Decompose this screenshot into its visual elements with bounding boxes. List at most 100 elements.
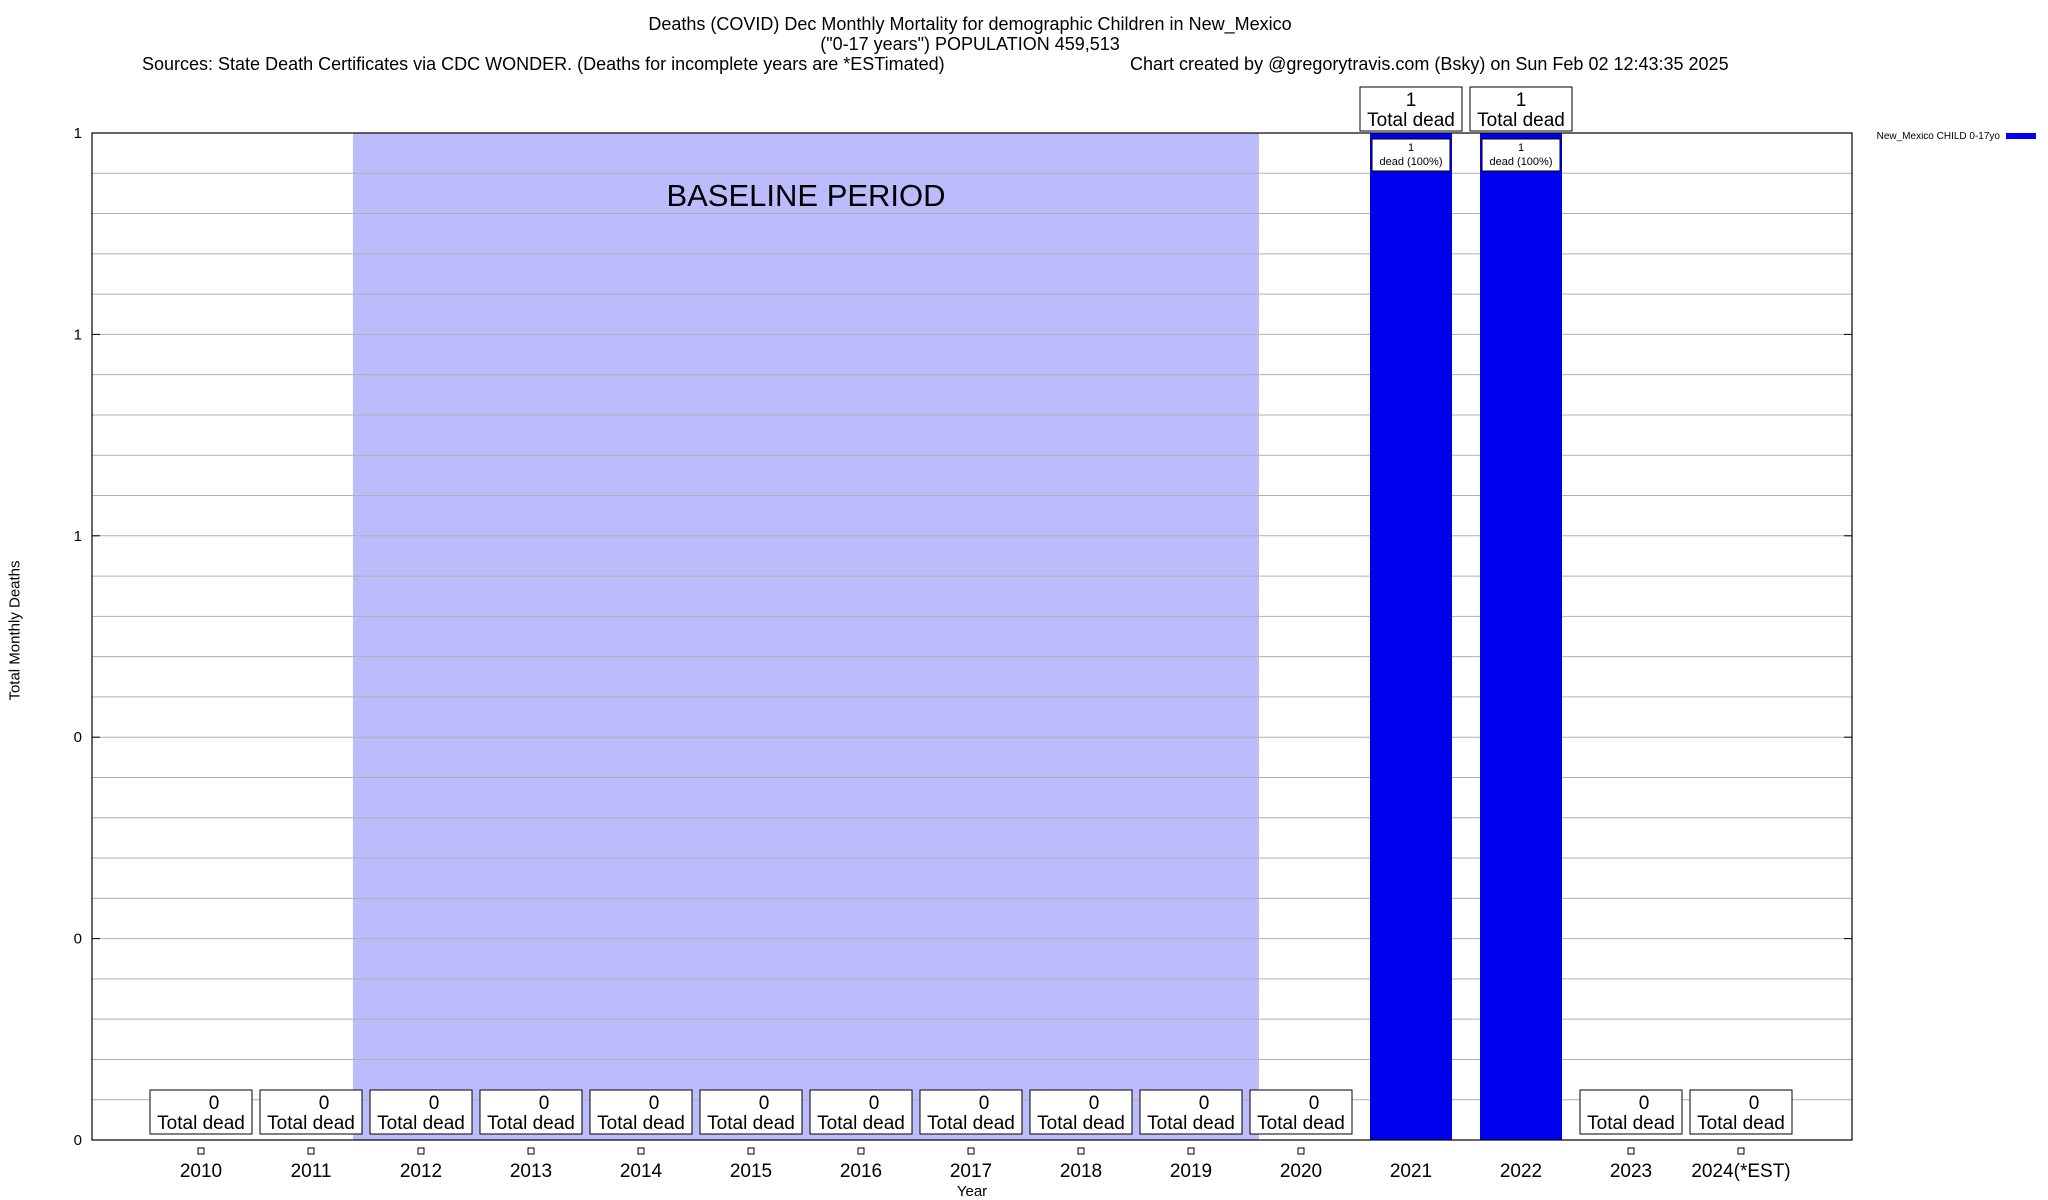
total-value: 0 [1749,1093,1760,1114]
total-label-box [259,1089,363,1135]
chart-credit: Chart created by @gregorytravis.com (Bsk… [1130,54,1729,74]
zero-point-marker [967,1147,975,1155]
total-value: 1 [1406,90,1417,111]
x-tick-label: 2017 [950,1161,992,1182]
baseline-period-band [353,133,1259,1140]
x-tick-label: 2018 [1060,1161,1102,1182]
y-tick-label: 1 [74,528,82,545]
total-value: 0 [1639,1093,1650,1114]
x-tick-label: 2010 [180,1161,222,1182]
x-axis-label: Year [957,1183,987,1200]
bar-inner-value: 1 [1518,142,1524,154]
x-tick-label: 2019 [1170,1161,1212,1182]
total-label-box [1359,86,1463,132]
total-label: Total dead [927,1113,1015,1134]
legend-label: New_Mexico CHILD 0-17yo [1876,131,2000,142]
zero-point-marker [1627,1147,1635,1155]
total-label-box [1469,86,1573,132]
total-label-box [1249,1089,1353,1135]
total-value: 0 [979,1093,990,1114]
total-label: Total dead [377,1113,465,1134]
total-label: Total dead [1147,1113,1235,1134]
total-value: 0 [1309,1093,1320,1114]
total-label: Total dead [267,1113,355,1134]
x-tick-label: 2015 [730,1161,772,1182]
zero-point-marker [637,1147,645,1155]
zero-point-marker [417,1147,425,1155]
total-label-box [479,1089,583,1135]
zero-point-marker [857,1147,865,1155]
chart-subtitle: ("0-17 years") POPULATION 459,513 [820,34,1120,54]
total-label-box [369,1089,473,1135]
y-tick-label: 0 [74,729,82,746]
zero-point-marker [1077,1147,1085,1155]
zero-point-marker [527,1147,535,1155]
legend-swatch [2006,133,2036,140]
total-label: Total dead [1037,1113,1125,1134]
bar [1480,133,1562,1140]
total-value: 0 [1199,1093,1210,1114]
bar-inner-label-box [1481,138,1561,172]
bar-inner-value: 1 [1408,142,1414,154]
x-tick-label: 2012 [400,1161,442,1182]
total-label: Total dead [1587,1113,1675,1134]
total-value: 0 [429,1093,440,1114]
x-tick-label: 2014 [620,1161,663,1182]
total-label: Total dead [1257,1113,1345,1134]
plot-frame [91,132,1853,1141]
zero-point-marker [307,1147,315,1155]
total-label-box [149,1089,253,1135]
total-value: 0 [1089,1093,1100,1114]
x-tick-label: 2020 [1280,1161,1322,1182]
y-tick-label: 1 [74,326,82,343]
total-label-box [919,1089,1023,1135]
total-label: Total dead [707,1113,795,1134]
bar-inner-label: dead (100%) [1380,156,1443,168]
legend: New_Mexico CHILD 0-17yo [1877,131,2036,142]
total-label: Total dead [817,1113,905,1134]
total-label-box [1579,1089,1683,1135]
total-value: 0 [869,1093,880,1114]
x-tick-label: 2023 [1610,1161,1652,1182]
total-value: 0 [209,1093,220,1114]
zero-point-marker [1737,1147,1745,1155]
y-tick-label: 1 [74,125,82,142]
x-tick-label: 2016 [840,1161,882,1182]
chart-title: Deaths (COVID) Dec Monthly Mortality for… [648,14,1292,34]
x-tick-label: 2011 [291,1161,332,1182]
x-tick-label: 2022 [1500,1161,1542,1182]
baseline-period-label: BASELINE PERIOD [666,178,945,213]
total-value: 0 [319,1093,330,1114]
total-value: 0 [649,1093,660,1114]
total-label: Total dead [1697,1113,1785,1134]
x-tick-label: 2024(*EST) [1691,1161,1790,1182]
y-tick-label: 0 [74,931,82,948]
chart-sources: Sources: State Death Certificates via CD… [142,54,945,74]
total-label-box [699,1089,803,1135]
zero-point-marker [1297,1147,1305,1155]
x-tick-label: 2013 [510,1161,552,1182]
x-tick-label: 2021 [1390,1161,1432,1182]
total-label: Total dead [1477,110,1565,131]
bar-inner-label: dead (100%) [1490,156,1553,168]
total-label: Total dead [597,1113,685,1134]
y-tick-label: 0 [74,1132,82,1149]
total-label-box [1029,1089,1133,1135]
total-value: 0 [759,1093,770,1114]
total-value: 1 [1516,90,1527,111]
total-label-box [809,1089,913,1135]
total-label: Total dead [487,1113,575,1134]
bar [1370,133,1452,1140]
total-label: Total dead [157,1113,245,1134]
total-label: Total dead [1367,110,1455,131]
zero-point-marker [1187,1147,1195,1155]
total-value: 0 [539,1093,550,1114]
total-label-box [1139,1089,1243,1135]
zero-point-marker [197,1147,205,1155]
total-label-box [1689,1089,1793,1135]
zero-point-marker [747,1147,755,1155]
total-label-box [589,1089,693,1135]
bar-inner-label-box [1371,138,1451,172]
